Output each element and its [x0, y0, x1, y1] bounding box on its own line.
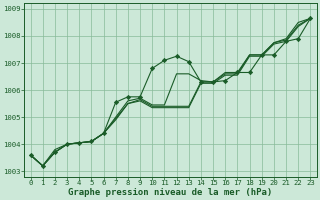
X-axis label: Graphe pression niveau de la mer (hPa): Graphe pression niveau de la mer (hPa)	[68, 188, 273, 197]
